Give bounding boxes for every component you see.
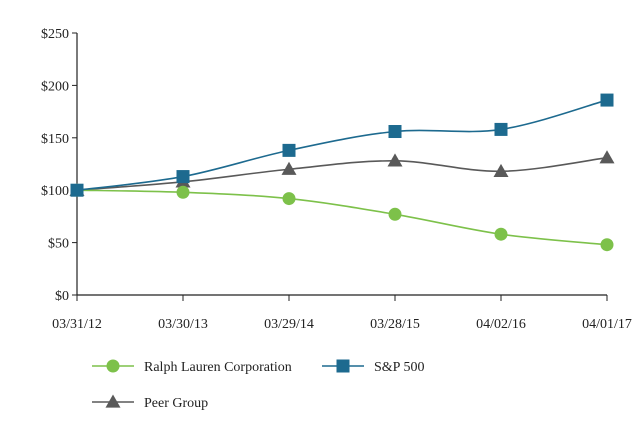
data-point-peer-group — [493, 163, 509, 177]
legend-marker — [105, 394, 121, 408]
data-point-sandp-500 — [176, 170, 190, 184]
legend-item-ralph-lauren-corporation: Ralph Lauren Corporation — [92, 359, 292, 375]
legend-label: Ralph Lauren Corporation — [144, 360, 292, 375]
x-tick-label: 04/02/16 — [476, 317, 526, 332]
x-axis-ticks: 03/31/12 03/30/13 03/29/14 03/28/15 04/02/16… — [52, 295, 632, 332]
series-line-peer-group — [76, 156, 608, 191]
chart-legend: Ralph Lauren Corporation S&P 500 Peer Grou… — [92, 359, 424, 411]
data-point-peer-group — [599, 150, 615, 164]
data-point-sandp-500 — [600, 93, 614, 107]
legend-item-sandp-500: S&P 500 — [322, 359, 424, 375]
data-point-ralph-lauren-corporation — [388, 207, 402, 221]
series-ralph-lauren-corporation — [70, 183, 614, 252]
y-tick-label: $200 — [41, 79, 69, 94]
x-tick-label: 03/29/14 — [264, 317, 314, 332]
data-point-sandp-500 — [70, 183, 84, 197]
data-point-sandp-500 — [282, 143, 296, 157]
series-line-ralph-lauren-corporation — [76, 189, 608, 246]
y-tick-label: $0 — [55, 289, 69, 304]
legend-label: Peer Group — [144, 396, 208, 411]
x-tick-label: 03/30/13 — [158, 317, 208, 332]
chart-axes — [76, 33, 607, 296]
x-tick-label: 03/28/15 — [370, 317, 420, 332]
y-tick-label: $100 — [41, 184, 69, 199]
y-tick-label: $50 — [48, 237, 69, 252]
data-point-ralph-lauren-corporation — [600, 238, 614, 252]
series-peer-group — [69, 150, 615, 196]
data-point-ralph-lauren-corporation — [282, 192, 296, 206]
y-tick-label: $150 — [41, 132, 69, 147]
data-point-sandp-500 — [388, 125, 402, 139]
series-sandp-500 — [70, 93, 614, 197]
y-axis-ticks: $0 $50 $100 $150 $200 $250 — [41, 27, 77, 304]
legend-marker — [106, 359, 120, 373]
data-point-ralph-lauren-corporation — [494, 227, 508, 241]
data-point-peer-group — [281, 161, 297, 175]
data-point-peer-group — [387, 153, 403, 167]
x-tick-label: 04/01/17 — [582, 317, 632, 332]
data-point-sandp-500 — [494, 122, 508, 136]
legend-marker — [336, 359, 350, 373]
series-line-sandp-500 — [76, 99, 608, 191]
y-tick-label: $250 — [41, 27, 69, 42]
chart-series — [69, 93, 615, 252]
legend-label: S&P 500 — [374, 360, 424, 375]
data-point-ralph-lauren-corporation — [176, 185, 190, 199]
legend-item-peer-group: Peer Group — [92, 394, 208, 411]
x-tick-label: 03/31/12 — [52, 317, 102, 332]
